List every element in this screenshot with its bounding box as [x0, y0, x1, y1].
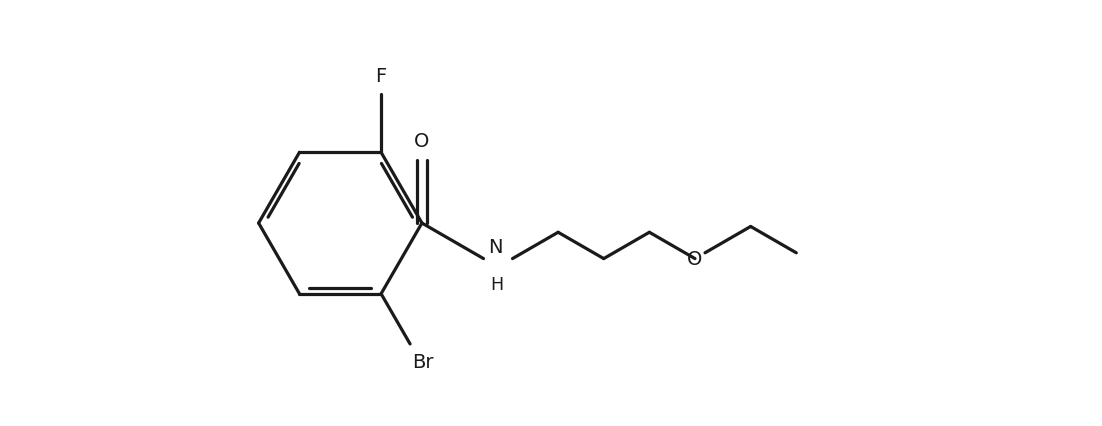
Text: O: O — [688, 250, 703, 268]
Text: F: F — [376, 67, 387, 86]
Text: Br: Br — [412, 352, 434, 371]
Text: N: N — [488, 237, 503, 256]
Text: O: O — [414, 132, 430, 151]
Text: H: H — [490, 276, 503, 294]
